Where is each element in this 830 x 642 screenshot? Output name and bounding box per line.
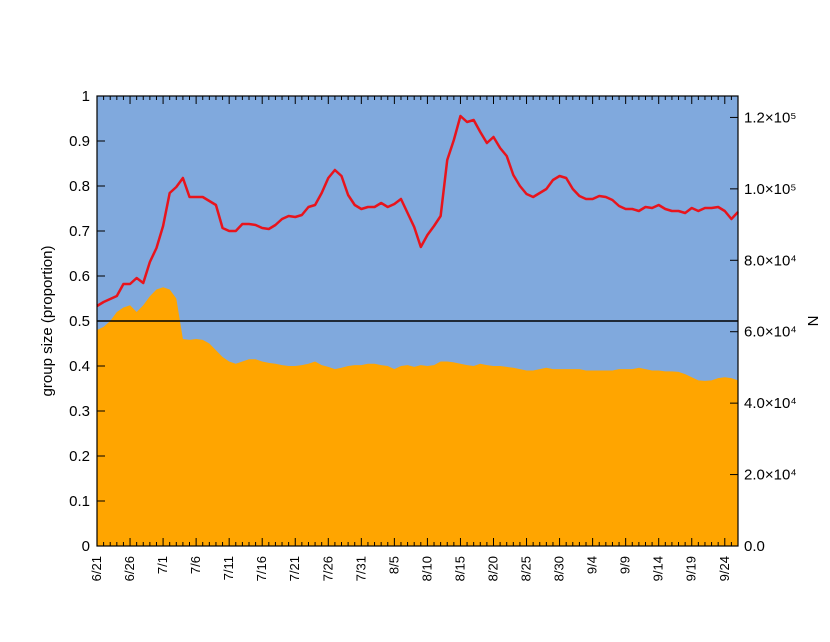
y-tick-label: 0.9 <box>69 133 90 150</box>
x-tick-label: 8/30 <box>552 556 567 581</box>
y-tick-label: 0.7 <box>69 223 90 240</box>
x-tick-label: 9/14 <box>651 556 666 581</box>
x-tick-label: 7/31 <box>353 556 368 581</box>
x-tick-label: 9/24 <box>717 556 732 581</box>
y2-tick-label: 2.0×10⁴ <box>744 467 797 484</box>
x-tick-label: 7/21 <box>287 556 302 581</box>
y-tick-label: 0.2 <box>69 448 90 465</box>
y-tick-label: 0 <box>82 538 90 555</box>
y-tick-label: 0.8 <box>69 178 90 195</box>
y2-tick-label: 0.0 <box>744 538 765 555</box>
y-tick-label: 0.1 <box>69 493 90 510</box>
x-tick-label: 6/26 <box>122 556 137 581</box>
y-axis-label: group size (proportion) <box>39 246 56 397</box>
y2-tick-label: 6.0×10⁴ <box>744 324 797 341</box>
y-tick-label: 1 <box>82 88 90 105</box>
x-tick-label: 9/19 <box>684 556 699 581</box>
y-tick-label: 0.4 <box>69 358 90 375</box>
x-tick-label: 7/1 <box>155 556 170 574</box>
x-tick-label: 7/6 <box>188 556 203 574</box>
line <box>96 114 739 308</box>
x-tick-label: 9/4 <box>585 556 600 574</box>
x-tick-label: 8/15 <box>452 556 467 581</box>
x-tick-label: 6/21 <box>89 556 104 581</box>
x-tick-label: 8/10 <box>419 556 434 581</box>
x-tick-label: 9/9 <box>618 556 633 574</box>
x-tick-label: 8/20 <box>485 556 500 581</box>
y2-tick-label: 1.2×10⁵ <box>744 109 797 126</box>
x-tick-label: 8/25 <box>519 556 534 581</box>
x-tick-label: 8/5 <box>386 556 401 574</box>
y-tick-label: 0.3 <box>69 403 90 420</box>
x-tick-label: 7/16 <box>254 556 269 581</box>
y2-tick-label: 1.0×10⁵ <box>744 181 797 198</box>
y-tick-label: 0.5 <box>69 313 90 330</box>
x-tick-label: 7/26 <box>320 556 335 581</box>
y2-tick-label: 8.0×10⁴ <box>744 252 797 269</box>
y2-axis-label: N <box>805 316 822 327</box>
y2-tick-label: 4.0×10⁴ <box>744 395 797 412</box>
x-tick-label: 7/11 <box>221 556 236 580</box>
y-tick-label: 0.6 <box>69 268 90 285</box>
area <box>97 287 738 546</box>
